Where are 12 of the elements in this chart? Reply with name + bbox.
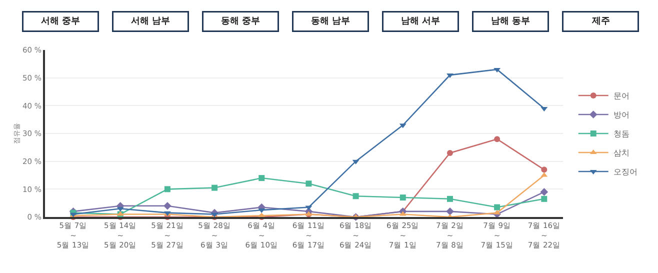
text: 제주 [591,16,610,26]
text: 서해 남부 [130,16,170,26]
text: 남해 동부 [490,16,530,26]
legend-label: 삼치 [613,148,630,158]
legend-label: 오징어 [613,168,638,177]
text: 남해 서부 [400,16,440,26]
legend-label: 청돔 [613,130,630,139]
legend-label: 문어 [613,92,630,101]
text: 동해 중부 [220,16,260,26]
legend-label: 방어 [613,110,630,120]
text: 동해 남부 [310,16,350,26]
text: 서해 중부 [40,16,80,26]
